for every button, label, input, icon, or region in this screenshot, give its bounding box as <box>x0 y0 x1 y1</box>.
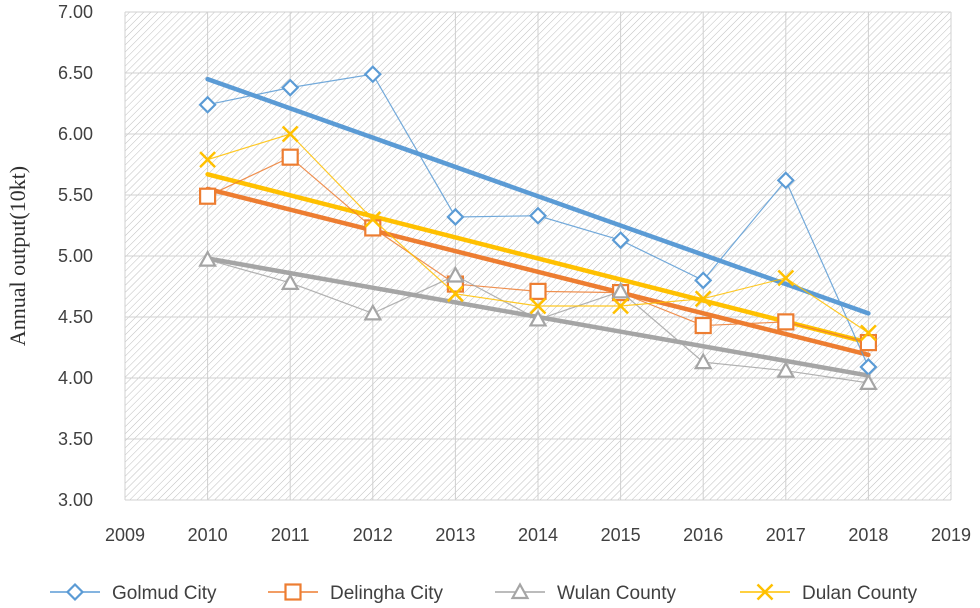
x-tick-label: 2015 <box>601 525 641 545</box>
data-point-dulan-county <box>612 297 629 315</box>
legend-marker <box>65 582 85 602</box>
data-point-wulan-county <box>528 309 548 327</box>
data-point-delingha-city <box>777 313 795 331</box>
data-point-wulan-county <box>693 352 713 370</box>
data-point-wulan-county <box>363 303 383 321</box>
y-tick-label: 4.50 <box>58 307 93 327</box>
x-tick-label: 2019 <box>931 525 971 545</box>
data-point-dulan-county <box>529 297 547 315</box>
data-point-golmud-city <box>446 207 465 227</box>
x-tick-label: 2014 <box>518 525 558 545</box>
y-axis-label: Annual output(10kt) <box>5 166 30 346</box>
data-point-dulan-county <box>281 125 299 143</box>
trend-line-dulan-county <box>205 172 871 345</box>
x-marker-stroke <box>694 290 712 308</box>
x-marker-stroke <box>364 211 382 228</box>
x-tick-label: 2009 <box>105 525 145 545</box>
legend-label: Delingha City <box>330 583 443 604</box>
x-tick-label: 2013 <box>435 525 475 545</box>
data-point-dulan-county <box>199 151 216 169</box>
x-tick-label: 2017 <box>766 525 806 545</box>
legend-item-golmud-city: Golmud City <box>50 582 217 604</box>
data-point-delingha-city <box>199 187 217 205</box>
x-marker-stroke <box>281 125 299 143</box>
data-point-wulan-county <box>446 265 465 283</box>
series-group <box>198 65 878 390</box>
data-point-wulan-county <box>776 360 796 378</box>
x-tick-label: 2011 <box>271 525 310 545</box>
y-tick-label: 4.00 <box>58 368 93 388</box>
x-marker-stroke <box>612 297 629 315</box>
legend-marker <box>284 583 302 601</box>
x-marker-stroke <box>756 583 774 601</box>
data-point-wulan-county <box>859 373 878 390</box>
data-point-delingha-city <box>859 334 878 352</box>
data-point-golmud-city <box>363 65 382 84</box>
y-tick-label: 5.00 <box>58 246 93 266</box>
data-point-dulan-county <box>860 324 877 342</box>
y-tick-label: 5.50 <box>58 185 93 205</box>
legend-item-delingha-city: Delingha City <box>268 583 443 604</box>
x-marker-stroke <box>199 151 216 169</box>
data-point-wulan-county <box>611 281 630 299</box>
x-tick-labels: 2009 2010 2011 2012 2013 2014 2015 2016 2017 2018… <box>105 525 971 545</box>
legend-label: Dulan County <box>802 583 918 604</box>
data-point-golmud-city <box>528 206 548 225</box>
x-tick-label: 2010 <box>188 525 228 545</box>
y-tick-label: 7.00 <box>58 2 93 22</box>
data-point-delingha-city <box>281 148 299 166</box>
x-marker-stroke <box>529 297 547 315</box>
data-point-wulan-county <box>198 249 217 267</box>
data-point-golmud-city <box>611 231 630 250</box>
data-point-golmud-city <box>776 171 795 190</box>
y-tick-label: 6.50 <box>58 63 93 83</box>
series-dulan-county <box>199 125 877 342</box>
series-wulan-county <box>198 249 878 390</box>
data-point-golmud-city <box>281 78 300 97</box>
x-tick-label: 2018 <box>848 525 888 545</box>
y-tick-labels: 3.00 3.50 4.00 4.50 5.00 5.50 6.00 6.50 7.00 <box>58 2 93 510</box>
data-point-delingha-city <box>694 316 712 335</box>
y-tick-label: 3.00 <box>58 490 93 510</box>
y-tick-label: 3.50 <box>58 429 93 449</box>
data-point-delingha-city <box>364 219 382 237</box>
x-tick-label: 2016 <box>683 525 723 545</box>
legend: Golmud City Delingha City Wulan County Dula… <box>50 582 918 604</box>
trend-line-golmud-city <box>205 76 871 316</box>
legend-marker <box>756 583 774 601</box>
data-point-dulan-county <box>364 211 382 228</box>
legend-item-wulan-county: Wulan County <box>495 582 676 604</box>
legend-item-dulan-county: Dulan County <box>740 583 918 604</box>
x-marker-stroke <box>447 285 464 303</box>
data-point-dulan-county <box>777 269 795 287</box>
data-point-dulan-county <box>447 285 464 303</box>
series-golmud-city <box>198 65 878 377</box>
trend-line-delingha-city <box>205 186 871 358</box>
x-marker-stroke <box>777 269 795 287</box>
y-tick-label: 6.00 <box>58 124 93 144</box>
legend-label: Wulan County <box>557 583 676 604</box>
data-point-wulan-county <box>280 273 300 290</box>
legend-marker <box>510 582 530 600</box>
data-point-golmud-city <box>694 271 713 290</box>
x-marker-stroke <box>860 324 877 342</box>
data-point-golmud-city <box>198 95 217 114</box>
x-tick-label: 2012 <box>353 525 393 545</box>
data-point-delingha-city <box>529 282 547 300</box>
data-point-dulan-county <box>694 290 712 308</box>
legend-label: Golmud City <box>112 583 217 604</box>
trend-lines <box>205 76 871 378</box>
